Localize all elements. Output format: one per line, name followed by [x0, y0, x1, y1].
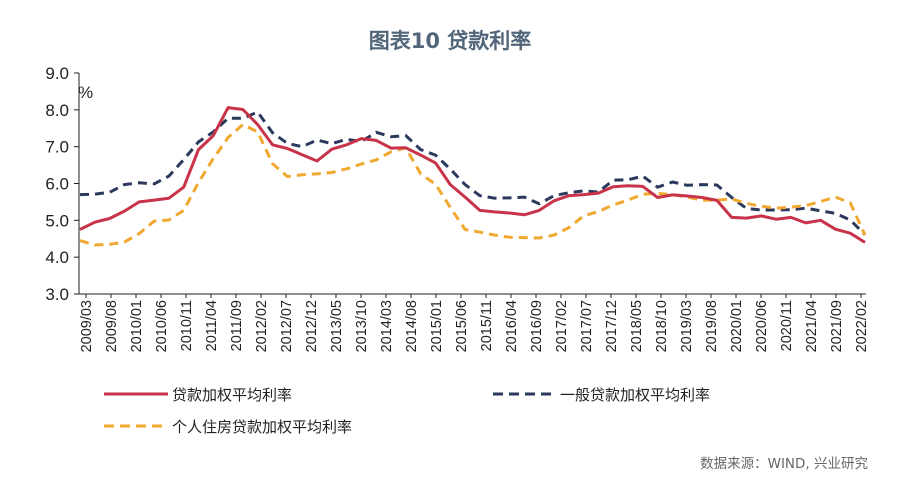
x-tick-label: 2017/12	[604, 300, 620, 352]
y-tick-label: 5.0	[45, 211, 69, 230]
x-tick-label: 2010/06	[154, 300, 170, 352]
x-tick-label: 2009/08	[104, 300, 120, 352]
y-tick-label: 4.0	[45, 248, 69, 267]
legend: 贷款加权平均利率 一般贷款加权平均利率 个人住房贷款加权平均利率	[104, 386, 710, 436]
y-tick-label: 9.0	[45, 64, 69, 83]
x-tick-label: 2021/09	[829, 300, 845, 352]
x-tick-label: 2021/04	[804, 300, 820, 352]
series-lines	[79, 106, 867, 247]
x-tick-label: 2015/06	[454, 300, 470, 352]
y-tick-label: 8.0	[45, 101, 69, 120]
legend-label-loan-rate: 贷款加权平均利率	[172, 386, 292, 404]
x-tick-label: 2019/03	[679, 300, 695, 352]
x-tick-label: 2020/11	[779, 300, 795, 351]
y-tick-label: 3.0	[45, 285, 69, 304]
x-tick-label: 2011/09	[229, 300, 245, 351]
x-tick-label: 2016/09	[529, 300, 545, 352]
x-ticks: 2009/03 2009/08 2010/01 2010/06 2010/11 2011/…	[79, 294, 870, 352]
x-tick-label: 2017/07	[579, 300, 595, 352]
x-tick-label: 2013/10	[354, 300, 370, 352]
y-tick-label: 6.0	[45, 175, 69, 194]
x-tick-label: 2010/01	[129, 300, 145, 352]
unit-label: %	[78, 83, 93, 102]
axes	[78, 73, 866, 295]
x-tick-label: 2016/04	[504, 300, 520, 352]
x-tick-label: 2010/11	[179, 300, 195, 351]
x-tick-label: 2012/02	[254, 300, 270, 352]
x-tick-label: 2014/03	[379, 300, 395, 352]
x-tick-label: 2017/02	[554, 300, 570, 352]
mortgage-rate-line	[79, 123, 867, 247]
x-tick-label: 2020/06	[754, 300, 770, 352]
x-tick-label: 2013/05	[329, 300, 345, 352]
y-ticks: 9.0 8.0 7.0 6.0 5.0 4.0 3.0	[45, 64, 79, 304]
y-tick-label: 7.0	[45, 138, 69, 157]
x-tick-label: 2022/02	[854, 300, 870, 352]
x-tick-label: 2012/12	[304, 300, 320, 352]
x-tick-label: 2018/05	[629, 300, 645, 352]
x-tick-label: 2018/10	[654, 300, 670, 352]
x-tick-label: 2009/03	[79, 300, 95, 352]
x-tick-label: 2014/08	[404, 300, 420, 352]
x-tick-label: 2019/08	[704, 300, 720, 352]
x-tick-label: 2012/07	[279, 300, 295, 352]
x-tick-label: 2015/01	[429, 300, 445, 352]
general-loan-rate-line	[79, 110, 867, 236]
x-tick-label: 2011/04	[204, 300, 220, 351]
x-tick-label: 2015/11	[479, 300, 495, 351]
legend-label-mortgage-rate: 个人住房贷款加权平均利率	[172, 418, 352, 436]
legend-label-general-loan-rate: 一般贷款加权平均利率	[560, 386, 710, 404]
chart-title: 图表10 贷款利率	[369, 29, 532, 53]
x-tick-label: 2020/01	[729, 300, 745, 352]
loan-rate-line	[79, 106, 866, 244]
source-note: 数据来源：WIND, 兴业研究	[700, 456, 868, 472]
